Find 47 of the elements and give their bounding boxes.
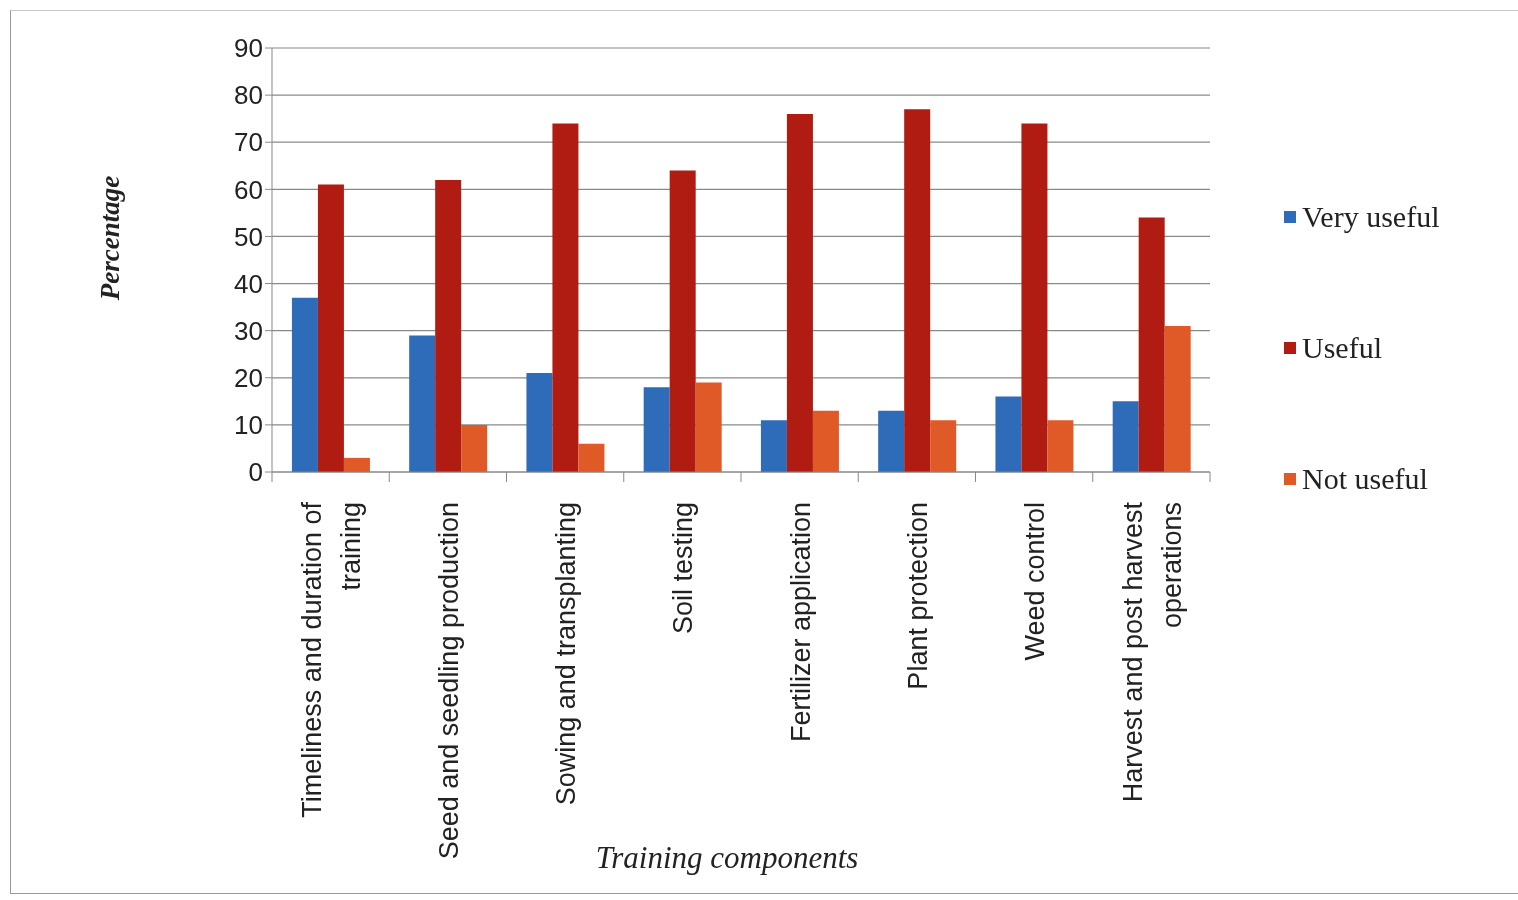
bar xyxy=(435,179,462,472)
bar xyxy=(930,420,957,472)
x-tick-label: Seed and seedling production xyxy=(433,502,464,860)
bar xyxy=(552,123,579,472)
y-tick-label: 20 xyxy=(234,363,263,394)
bar xyxy=(878,410,905,472)
bar xyxy=(291,297,318,472)
y-axis-title: Percentage xyxy=(95,175,125,302)
x-tick-label: Weed control xyxy=(1020,502,1051,661)
bar xyxy=(317,184,344,472)
bar xyxy=(461,424,488,472)
x-tick-label: Soil testing xyxy=(668,502,699,635)
y-tick-label: 40 xyxy=(234,268,263,299)
bar xyxy=(786,113,813,472)
x-axis-title: Training components xyxy=(595,839,859,875)
bar xyxy=(1164,325,1191,472)
y-tick-label: 70 xyxy=(234,127,263,158)
bar xyxy=(1112,401,1139,472)
y-tick-label: 60 xyxy=(234,174,263,205)
bar xyxy=(812,410,839,472)
legend-label: Very useful xyxy=(1302,200,1440,234)
y-tick-label: 90 xyxy=(234,33,263,64)
y-tick-label: 30 xyxy=(234,315,263,346)
x-tick-label: Plant protection xyxy=(902,502,933,690)
y-tick-label: 50 xyxy=(234,221,263,252)
x-tick-label: Fertilizer application xyxy=(785,502,816,743)
y-tick-label: 0 xyxy=(248,457,263,488)
bar xyxy=(904,109,931,472)
bar xyxy=(526,373,553,472)
legend-label: Useful xyxy=(1302,331,1382,365)
bar xyxy=(695,382,722,472)
bar xyxy=(1047,420,1074,472)
bar xyxy=(995,396,1022,472)
y-tick-label: 10 xyxy=(234,410,263,441)
bar xyxy=(1021,123,1048,472)
y-tick-label: 80 xyxy=(234,80,263,111)
bar xyxy=(578,443,605,472)
legend-label: Not useful xyxy=(1302,462,1428,496)
x-tick-label: Sowing and transplanting xyxy=(551,502,582,806)
bar xyxy=(409,335,436,472)
bar xyxy=(1138,217,1165,472)
bar xyxy=(669,170,696,472)
bar xyxy=(643,387,670,472)
x-tick-label: Harvest and post harvest operations xyxy=(1117,501,1187,803)
x-tick-label: Timeliness and duration of training xyxy=(297,501,367,818)
bar xyxy=(343,457,370,472)
bar xyxy=(760,420,787,472)
